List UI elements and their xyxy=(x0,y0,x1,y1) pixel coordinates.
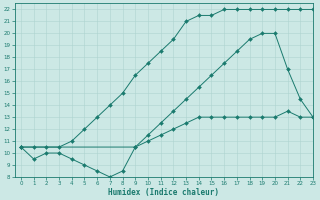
X-axis label: Humidex (Indice chaleur): Humidex (Indice chaleur) xyxy=(108,188,219,197)
